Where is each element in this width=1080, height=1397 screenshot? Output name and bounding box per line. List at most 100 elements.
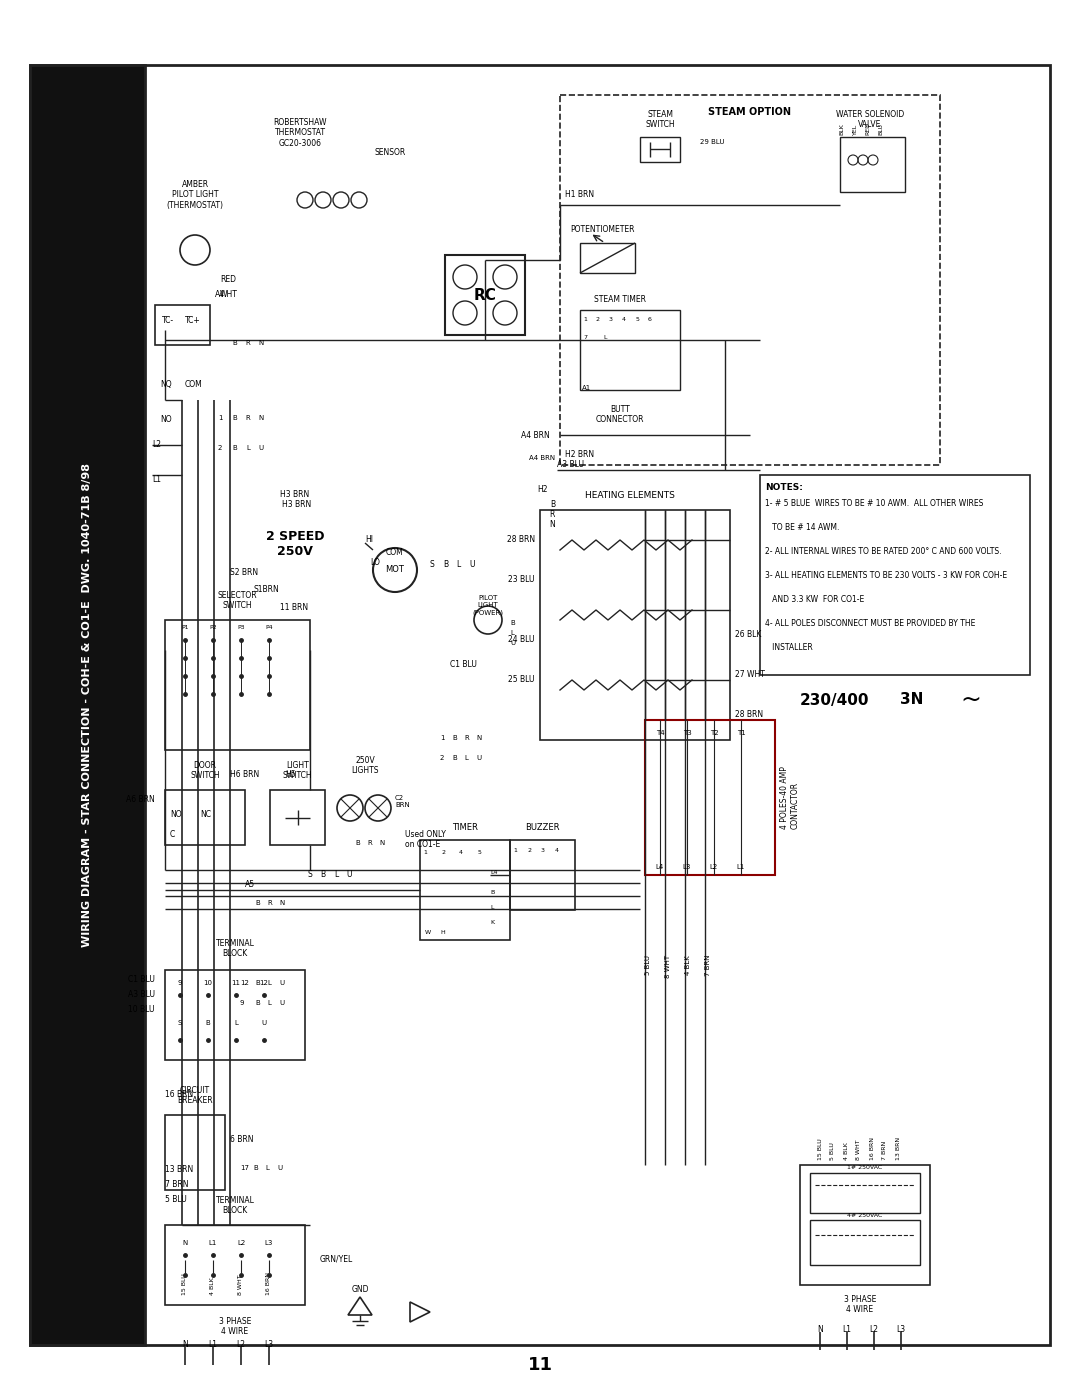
Text: N: N (279, 900, 284, 907)
Text: 12: 12 (259, 981, 269, 986)
Text: R: R (464, 735, 469, 740)
Text: L2: L2 (237, 1241, 245, 1246)
Text: L: L (334, 870, 338, 879)
Text: 15 BLU: 15 BLU (183, 1273, 188, 1295)
Text: L: L (510, 630, 514, 636)
Text: L1: L1 (208, 1241, 217, 1246)
Text: STEAM OPTION: STEAM OPTION (708, 108, 792, 117)
Text: A6 BRN: A6 BRN (126, 795, 156, 805)
Text: W: W (426, 930, 431, 935)
Text: 5 BLU: 5 BLU (165, 1194, 187, 1204)
Text: 4 BLK: 4 BLK (211, 1277, 216, 1295)
Text: GND: GND (351, 1285, 368, 1294)
Text: 2: 2 (441, 849, 445, 855)
Text: B: B (255, 1000, 260, 1006)
Text: BLK: BLK (839, 123, 845, 136)
Text: 11 BRN: 11 BRN (280, 604, 308, 612)
Text: Used ONLY
on CO1-E: Used ONLY on CO1-E (405, 830, 446, 849)
Text: R: R (267, 900, 272, 907)
Text: 1# 250VAC: 1# 250VAC (848, 1165, 882, 1171)
Text: L2: L2 (710, 863, 718, 870)
Text: 23 BLU: 23 BLU (509, 576, 535, 584)
Text: T3: T3 (683, 731, 691, 736)
Text: N: N (183, 1340, 188, 1350)
Text: 10 BLU: 10 BLU (129, 1004, 156, 1014)
Text: H: H (440, 930, 445, 935)
Text: C1 BLU: C1 BLU (450, 659, 477, 669)
Text: BUTT
CONNECTOR: BUTT CONNECTOR (596, 405, 645, 425)
Text: 3- ALL HEATING ELEMENTS TO BE 230 VOLTS - 3 KW FOR COH-E: 3- ALL HEATING ELEMENTS TO BE 230 VOLTS … (765, 571, 1008, 580)
Text: 25 BLU: 25 BLU (509, 676, 535, 685)
Text: A4: A4 (215, 291, 225, 299)
Text: A4 BRN: A4 BRN (529, 455, 555, 461)
Text: 11: 11 (527, 1356, 553, 1375)
Text: T2: T2 (710, 731, 718, 736)
Text: 9: 9 (240, 1000, 244, 1006)
Text: 8 WHT: 8 WHT (239, 1274, 243, 1295)
Text: B: B (253, 1165, 258, 1171)
Text: 29 BLU: 29 BLU (700, 138, 725, 145)
Bar (561, 95, 940, 465)
Text: R: R (245, 339, 251, 346)
Text: L1: L1 (842, 1324, 851, 1334)
Bar (580, 310, 680, 390)
Text: POTENTIOMETER: POTENTIOMETER (570, 225, 635, 235)
Text: INSTALLER: INSTALLER (765, 643, 813, 652)
Text: T4: T4 (656, 731, 664, 736)
Text: 13 BRN: 13 BRN (895, 1137, 901, 1160)
Text: 27 WHT: 27 WHT (735, 671, 765, 679)
Bar (810, 1173, 920, 1213)
Text: L3: L3 (683, 863, 691, 870)
Text: 7 BRN: 7 BRN (705, 956, 711, 977)
Bar (165, 1225, 305, 1305)
Text: 11: 11 (231, 981, 241, 986)
Text: A3 BLU: A3 BLU (129, 990, 156, 999)
Text: N: N (550, 520, 555, 529)
Text: A5: A5 (245, 880, 255, 888)
Text: C2
BRN: C2 BRN (395, 795, 409, 807)
Text: 26 BLK: 26 BLK (735, 630, 761, 638)
Text: L2: L2 (869, 1324, 878, 1334)
Bar (510, 840, 575, 909)
Text: 28 BRN: 28 BRN (507, 535, 535, 545)
Bar (30, 66, 145, 1345)
Text: S: S (430, 560, 435, 569)
Text: MOT: MOT (386, 566, 404, 574)
Text: STEAM
SWITCH: STEAM SWITCH (645, 110, 675, 130)
Text: 10: 10 (203, 981, 213, 986)
Text: 4# 250VAC: 4# 250VAC (848, 1213, 882, 1218)
Bar (156, 305, 210, 345)
Text: BUZZER: BUZZER (525, 823, 559, 833)
Text: 16 BRN: 16 BRN (869, 1137, 875, 1160)
Text: 1: 1 (583, 317, 586, 321)
Bar (540, 510, 730, 740)
Text: U: U (258, 446, 264, 451)
Text: B: B (232, 415, 238, 420)
Text: 2: 2 (527, 848, 531, 854)
Text: 1- # 5 BLUE  WIRES TO BE # 10 AWM.  ALL OTHER WIRES: 1- # 5 BLUE WIRES TO BE # 10 AWM. ALL OT… (765, 499, 984, 509)
Text: B: B (550, 500, 555, 509)
Text: ROBERTSHAW
THERMOSTAT
GC20-3006: ROBERTSHAW THERMOSTAT GC20-3006 (273, 117, 327, 148)
Text: 4 POLES-40 AMP
CONTACTOR: 4 POLES-40 AMP CONTACTOR (780, 766, 799, 828)
Text: 4: 4 (622, 317, 626, 321)
Text: WHT: WHT (220, 291, 238, 299)
Text: 2 SPEED
250V: 2 SPEED 250V (266, 529, 324, 557)
Text: 15 BLU: 15 BLU (818, 1139, 823, 1160)
Text: 2: 2 (596, 317, 600, 321)
Text: L1: L1 (152, 475, 161, 483)
Text: B: B (255, 900, 260, 907)
Text: 5: 5 (477, 849, 481, 855)
Text: B: B (355, 840, 360, 847)
Text: H1 BRN: H1 BRN (565, 190, 594, 198)
Text: N: N (258, 415, 264, 420)
Text: H5: H5 (285, 770, 296, 780)
Text: N: N (818, 1324, 823, 1334)
Text: B: B (443, 560, 448, 569)
Text: P2: P2 (210, 624, 217, 630)
Text: B: B (453, 754, 457, 761)
Bar (420, 840, 510, 940)
Text: L: L (464, 754, 468, 761)
Text: 12: 12 (240, 981, 248, 986)
Text: 5: 5 (635, 317, 639, 321)
Text: N: N (379, 840, 384, 847)
